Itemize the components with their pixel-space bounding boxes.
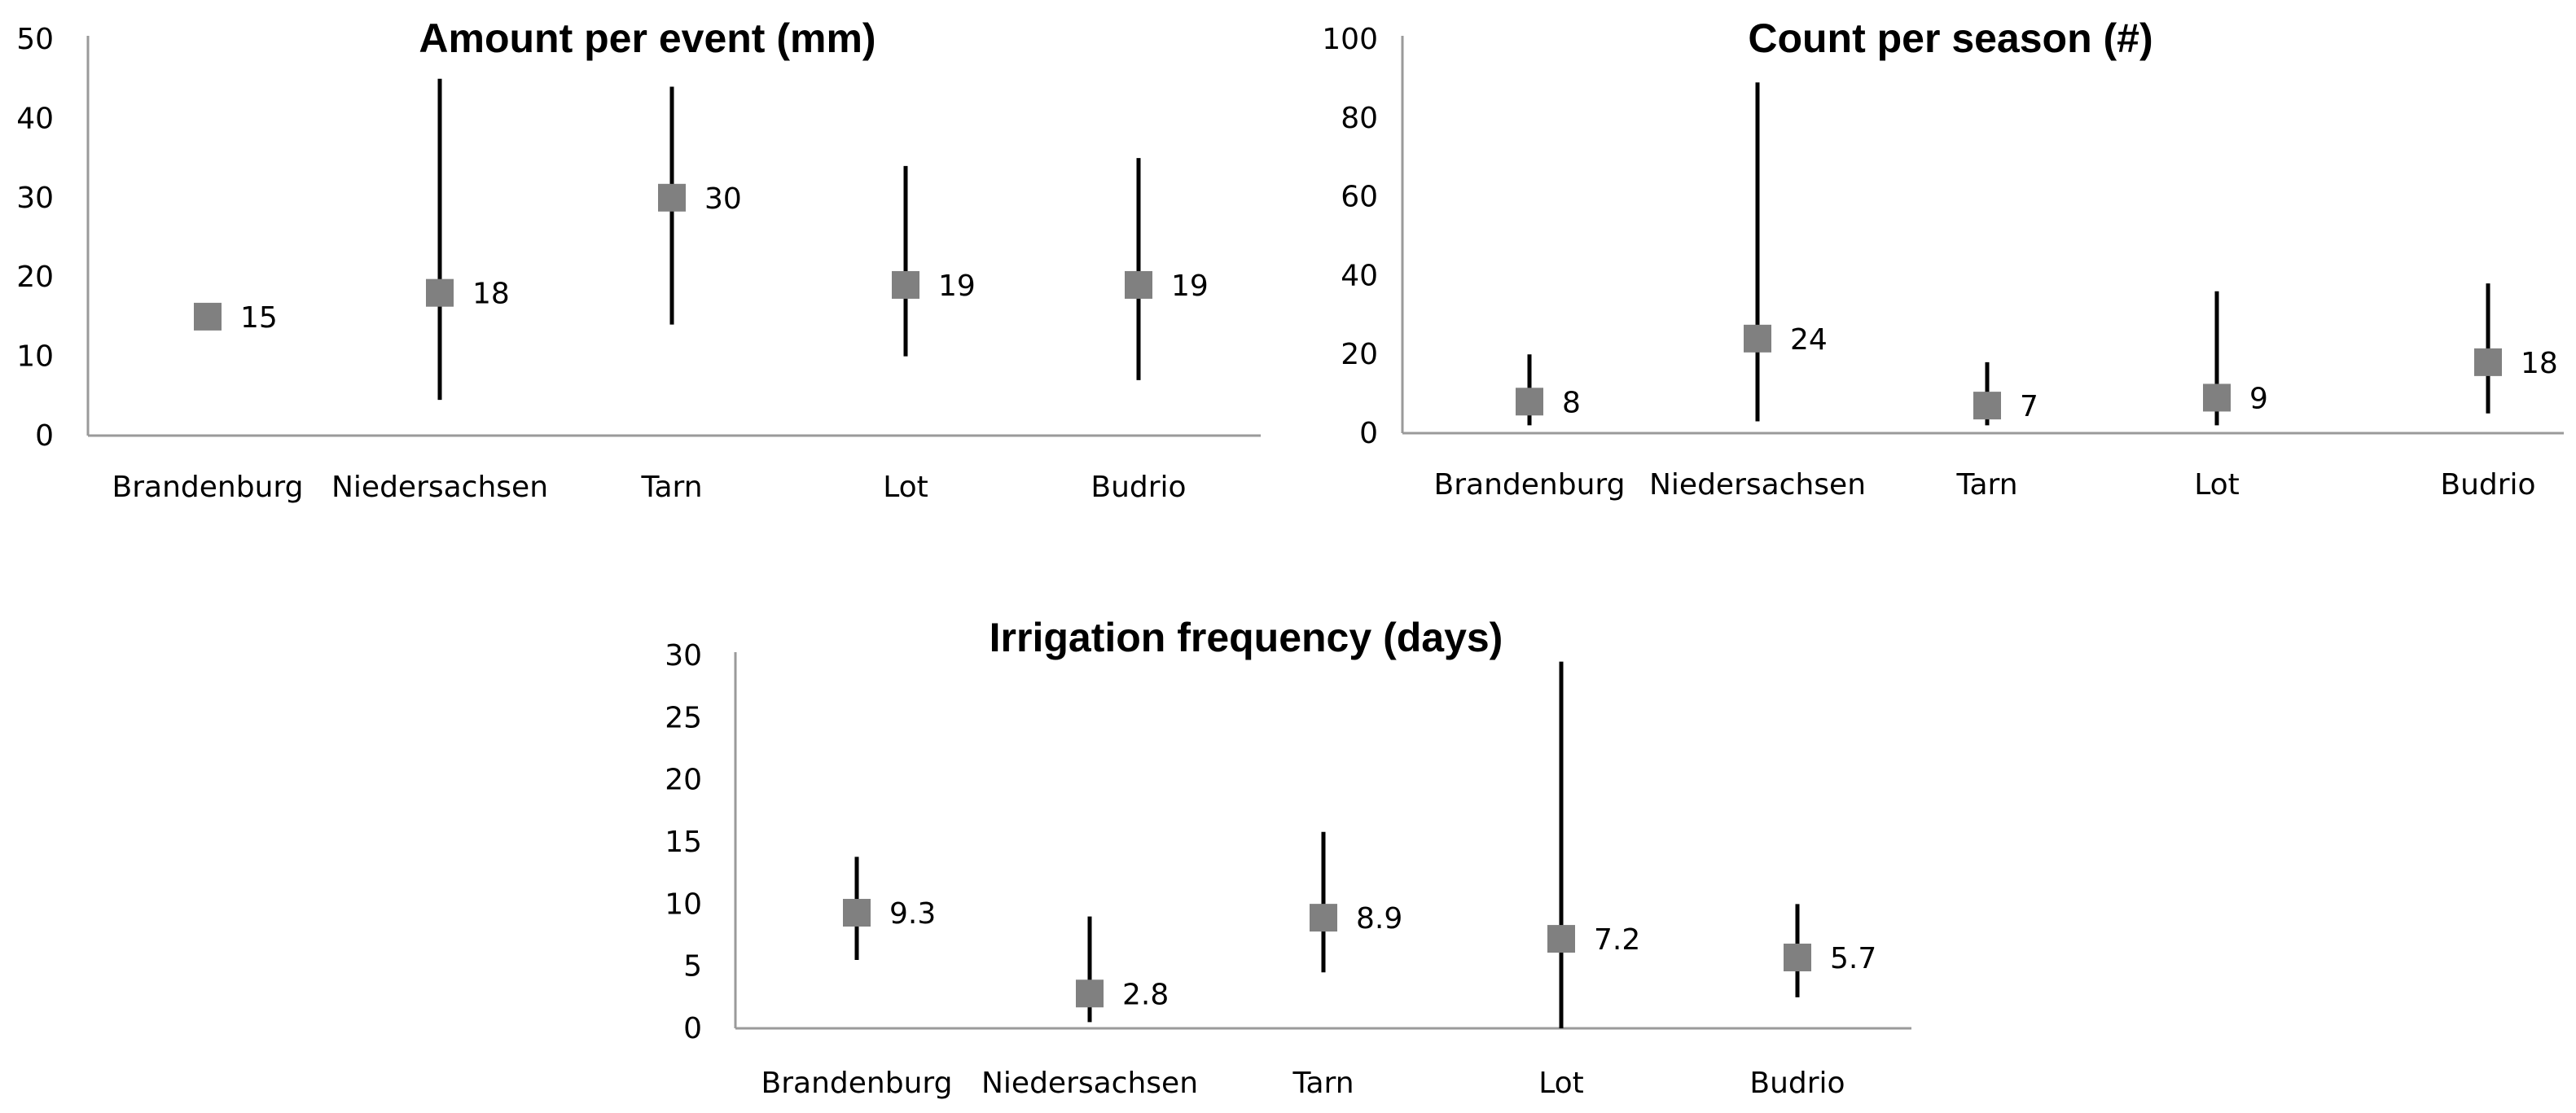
y-tick-label: 5 <box>683 950 702 984</box>
data-value-label: 7 <box>2020 390 2038 423</box>
y-tick-label: 100 <box>1322 23 1378 56</box>
data-point-marker <box>1516 388 1543 416</box>
data-point-marker <box>1784 943 1811 971</box>
data-value-label: 9 <box>2249 382 2268 415</box>
x-category-label: Brandenburg <box>112 471 304 504</box>
y-tick-label: 0 <box>683 1012 702 1045</box>
data-point-marker <box>892 270 919 299</box>
data-value-label: 24 <box>1790 323 1828 357</box>
data-value-label: 19 <box>938 269 976 303</box>
data-point-marker <box>426 278 454 307</box>
x-category-label: Budrio <box>1091 471 1186 504</box>
data-value-label: 2.8 <box>1122 978 1169 1011</box>
data-value-label: 18 <box>472 278 510 311</box>
y-tick-label: 80 <box>1341 102 1378 135</box>
x-category-label: Budrio <box>1749 1067 1845 1100</box>
y-tick-label: 60 <box>1341 181 1378 214</box>
chart-title: Amount per event (mm) <box>419 15 875 61</box>
x-category-label: Brandenburg <box>761 1067 953 1100</box>
chart-panel-1: Amount per event (mm) 0 10 20 30 40 50 Brandenb… <box>16 15 1261 504</box>
data-point-marker <box>658 183 686 212</box>
data-point-marker <box>1973 392 2001 420</box>
data-point-marker <box>2203 383 2231 412</box>
data-point-marker <box>2474 348 2502 376</box>
x-category-label: Lot <box>1538 1067 1584 1100</box>
x-category-label: Niedersachsen <box>981 1067 1198 1100</box>
y-tick-label: 30 <box>16 182 54 215</box>
y-tick-label: 30 <box>665 639 702 673</box>
data-point-marker <box>1076 979 1104 1008</box>
y-tick-label: 0 <box>35 419 54 453</box>
x-category-label: Tarn <box>640 471 702 504</box>
y-tick-label: 20 <box>665 764 702 797</box>
data-point-marker <box>1744 324 1771 353</box>
chart-panel-3: Irrigation frequency (days) 0 5 10 15 20 25 30 B… <box>665 615 1911 1100</box>
y-tick-label: 40 <box>1341 259 1378 292</box>
data-point-marker <box>194 302 222 331</box>
data-point-marker <box>843 899 871 927</box>
chart-panel-2: Count per season (#) 0 20 40 60 80 100 Brandenb… <box>1322 15 2564 502</box>
y-tick-label: 10 <box>665 887 702 921</box>
y-tick-label: 10 <box>16 340 54 374</box>
y-tick-label: 50 <box>16 23 54 56</box>
x-category-label: Brandenburg <box>1434 468 1626 502</box>
y-tick-label: 20 <box>16 261 54 294</box>
chart-title: Irrigation frequency (days) <box>990 615 1503 660</box>
data-value-label: 15 <box>240 301 278 335</box>
data-value-label: 8 <box>1562 386 1581 419</box>
data-value-label: 19 <box>1171 269 1209 303</box>
data-value-label: 5.7 <box>1830 942 1876 975</box>
data-value-label: 18 <box>2521 347 2558 380</box>
x-category-label: Lot <box>883 471 928 504</box>
data-point-marker <box>1547 925 1575 953</box>
data-value-label: 8.9 <box>1356 902 1402 936</box>
x-category-label: Budrio <box>2440 468 2535 502</box>
y-tick-label: 25 <box>665 701 702 734</box>
data-point-marker <box>1125 270 1152 299</box>
x-category-label: Niedersachsen <box>1649 468 1866 502</box>
y-tick-label: 40 <box>16 102 54 135</box>
x-category-label: Tarn <box>1292 1067 1354 1100</box>
data-value-label: 9.3 <box>889 897 936 931</box>
chart-title: Count per season (#) <box>1748 15 2153 61</box>
y-tick-label: 0 <box>1359 417 1378 450</box>
data-point-marker <box>1310 904 1337 932</box>
data-value-label: 30 <box>704 182 742 216</box>
x-category-label: Niedersachsen <box>331 471 548 504</box>
y-tick-label: 20 <box>1341 338 1378 371</box>
x-category-label: Tarn <box>1955 468 2017 502</box>
x-category-label: Lot <box>2194 468 2240 502</box>
y-tick-label: 15 <box>665 826 702 859</box>
data-value-label: 7.2 <box>1594 923 1640 957</box>
